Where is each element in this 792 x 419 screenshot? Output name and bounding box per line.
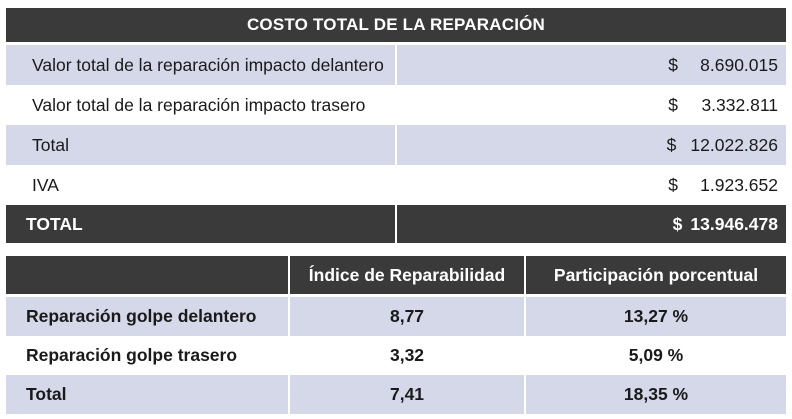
currency-symbol: $ — [668, 174, 678, 195]
cost-table-header: COSTO TOTAL DE LA REPARACIÓN — [6, 8, 786, 42]
cost-row-label: Valor total de la reparación impacto tra… — [6, 85, 397, 125]
header-share: Participación porcentual — [525, 256, 786, 294]
row-share: 18,35 % — [525, 375, 786, 414]
cost-total-label: TOTAL — [6, 205, 397, 243]
repair-cost-table: COSTO TOTAL DE LA REPARACIÓN Valor total… — [6, 8, 786, 243]
row-label: Reparación golpe delantero — [6, 297, 290, 336]
reparability-index-table: Índice de Reparabilidad Participación po… — [6, 256, 786, 414]
cost-row-rear: Valor total de la reparación impacto tra… — [6, 85, 786, 125]
cost-row-label: IVA — [6, 165, 397, 205]
cost-row-front: Valor total de la reparación impacto del… — [6, 45, 786, 85]
index-table-header: Índice de Reparabilidad Participación po… — [6, 256, 786, 294]
row-label: Reparación golpe trasero — [6, 336, 290, 375]
table-row: Total 7,41 18,35 % — [6, 375, 786, 414]
row-share: 13,27 % — [525, 297, 786, 336]
cost-row-iva: IVA $ 1.923.652 — [6, 165, 786, 205]
currency-symbol: $ — [666, 134, 677, 155]
cost-row-amount: 3.332.811 — [701, 94, 778, 115]
cost-row-amount: 8.690.015 — [700, 54, 778, 75]
cost-row-amount: 12.022.826 — [690, 134, 778, 155]
cost-row-subtotal: Total $ 12.022.826 — [6, 125, 786, 165]
row-share: 5,09 % — [628, 345, 684, 365]
currency-symbol: $ — [668, 94, 678, 115]
table-row: Reparación golpe delantero 8,77 13,27 % — [6, 297, 786, 336]
currency-symbol: $ — [668, 54, 678, 75]
row-index: 8,77 — [289, 297, 526, 336]
cost-total-amount: 13.946.478 — [690, 213, 778, 234]
cost-row-label: Total — [6, 125, 397, 165]
row-index: 3,32 — [289, 336, 526, 375]
cost-table-title: COSTO TOTAL DE LA REPARACIÓN — [6, 8, 786, 42]
row-index: 7,41 — [289, 375, 526, 414]
cost-row-label: Valor total de la reparación impacto del… — [6, 45, 397, 85]
row-label: Total — [6, 375, 290, 414]
cost-row-total: TOTAL $ 13.946.478 — [6, 205, 786, 243]
header-index: Índice de Reparabilidad — [289, 256, 526, 294]
header-blank — [6, 256, 290, 294]
cost-row-amount: 1.923.652 — [700, 174, 778, 195]
table-row: Reparación golpe trasero 3,32 5,09 % — [6, 336, 786, 375]
currency-symbol: $ — [672, 213, 683, 234]
